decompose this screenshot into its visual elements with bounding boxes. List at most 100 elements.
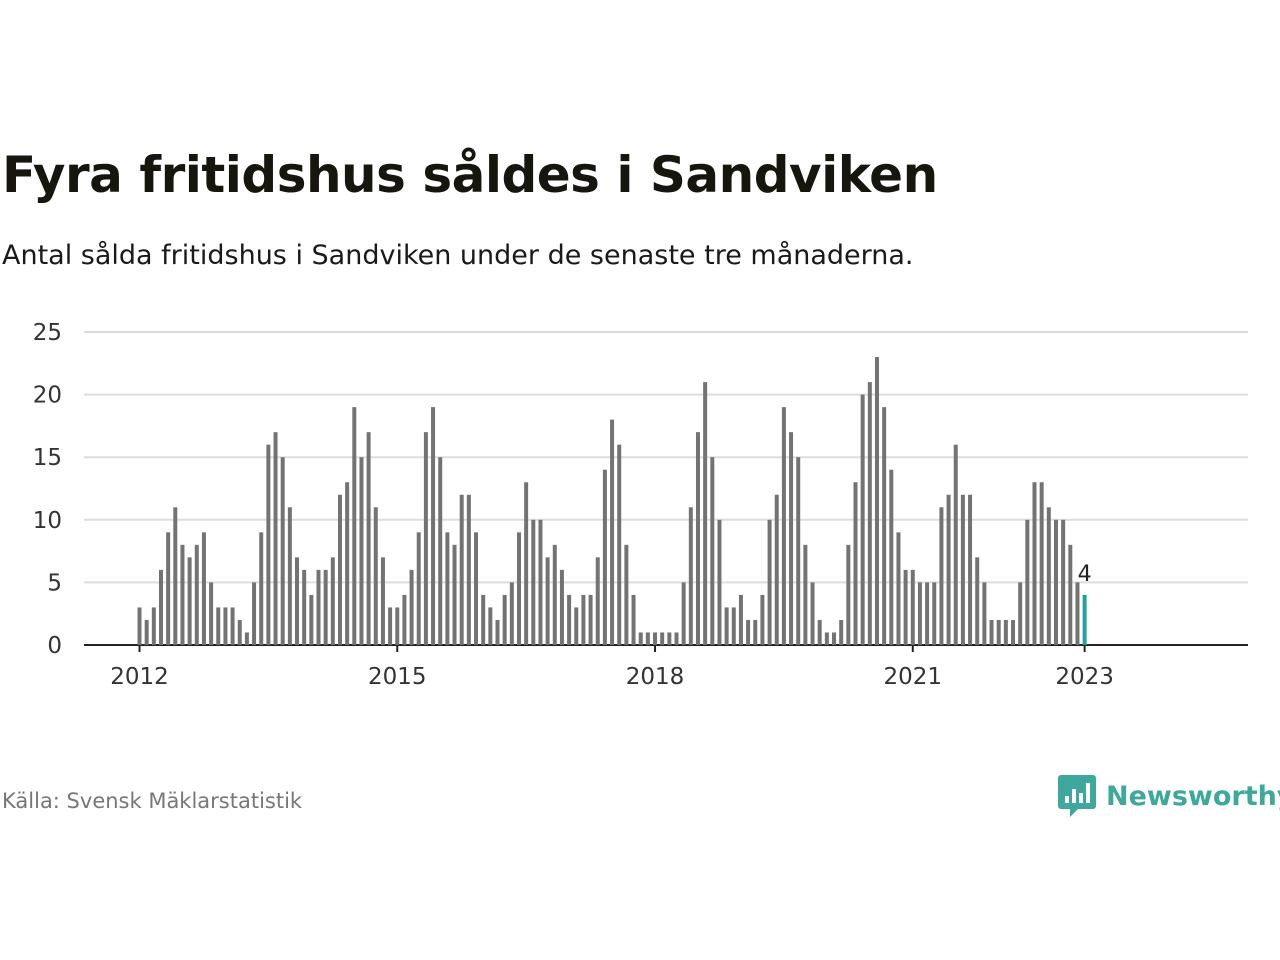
bar bbox=[230, 607, 235, 645]
bar bbox=[796, 457, 801, 645]
bar bbox=[695, 432, 700, 645]
bar bbox=[1075, 582, 1080, 645]
bar bbox=[481, 594, 486, 645]
bar bbox=[910, 569, 915, 645]
bar bbox=[173, 507, 178, 645]
bar bbox=[567, 594, 572, 645]
bar bbox=[674, 632, 679, 645]
bar bbox=[452, 544, 457, 645]
bar bbox=[953, 444, 958, 645]
bar bbox=[975, 557, 980, 645]
bar bbox=[466, 494, 471, 645]
bar bbox=[431, 407, 436, 645]
bar bbox=[810, 582, 815, 645]
x-tick-label: 2021 bbox=[884, 664, 943, 690]
bar bbox=[789, 432, 794, 645]
bar bbox=[302, 569, 307, 645]
bar bbox=[380, 557, 385, 645]
bar bbox=[724, 607, 729, 645]
bar bbox=[853, 482, 858, 645]
bar bbox=[717, 519, 722, 645]
bar bbox=[867, 382, 872, 645]
bar bbox=[753, 619, 758, 645]
bar bbox=[617, 444, 622, 645]
bar bbox=[287, 507, 292, 645]
bar bbox=[889, 469, 894, 645]
bar bbox=[1068, 544, 1073, 645]
bar bbox=[996, 619, 1001, 645]
bar bbox=[1046, 507, 1051, 645]
bar bbox=[882, 407, 887, 645]
bar bbox=[1011, 619, 1016, 645]
bar bbox=[688, 507, 693, 645]
y-tick-label: 10 bbox=[33, 508, 62, 534]
bar bbox=[817, 619, 822, 645]
bar bbox=[581, 594, 586, 645]
bar bbox=[660, 632, 665, 645]
bar bbox=[144, 619, 149, 645]
bar bbox=[574, 607, 579, 645]
grid-lines bbox=[84, 331, 1248, 652]
bar bbox=[595, 557, 600, 645]
x-tick-label: 2018 bbox=[626, 664, 685, 690]
bar bbox=[982, 582, 987, 645]
bar bbox=[767, 519, 772, 645]
bar bbox=[746, 619, 751, 645]
bar bbox=[624, 544, 629, 645]
bar bbox=[860, 394, 865, 645]
bar bbox=[1003, 619, 1008, 645]
bar bbox=[509, 582, 514, 645]
bar bbox=[839, 619, 844, 645]
y-tick-label: 15 bbox=[33, 445, 62, 471]
bar bbox=[402, 594, 407, 645]
bar bbox=[932, 582, 937, 645]
bar bbox=[925, 582, 930, 645]
bar bbox=[388, 607, 393, 645]
bar bbox=[874, 357, 879, 645]
bar bbox=[409, 569, 414, 645]
bar bbox=[373, 507, 378, 645]
bar bbox=[524, 482, 529, 645]
bar bbox=[237, 619, 242, 645]
bar bbox=[703, 382, 708, 645]
bar bbox=[631, 594, 636, 645]
bar bbox=[323, 569, 328, 645]
bar bbox=[216, 607, 221, 645]
bar bbox=[337, 494, 342, 645]
bar bbox=[502, 594, 507, 645]
bars bbox=[137, 357, 1087, 645]
bar bbox=[645, 632, 650, 645]
bar bbox=[201, 532, 206, 645]
bar bbox=[710, 457, 715, 645]
bar bbox=[516, 532, 521, 645]
x-tick-label: 2015 bbox=[368, 664, 427, 690]
bar bbox=[552, 544, 557, 645]
bar bbox=[352, 407, 357, 645]
bar bbox=[194, 544, 199, 645]
bar bbox=[960, 494, 965, 645]
bar bbox=[259, 532, 264, 645]
bar bbox=[438, 457, 443, 645]
bar bbox=[1061, 519, 1066, 645]
highlight-value-label: 4 bbox=[1078, 562, 1092, 587]
bar bbox=[588, 594, 593, 645]
brand-name: Newsworthy bbox=[1106, 780, 1280, 812]
bar bbox=[946, 494, 951, 645]
bar bbox=[846, 544, 851, 645]
bar bbox=[158, 569, 163, 645]
bar bbox=[488, 607, 493, 645]
bar bbox=[917, 582, 922, 645]
bar bbox=[968, 494, 973, 645]
bar bbox=[359, 457, 364, 645]
bar bbox=[223, 607, 228, 645]
bar bbox=[166, 532, 171, 645]
bar bbox=[681, 582, 686, 645]
bar bbox=[545, 557, 550, 645]
bar bbox=[538, 519, 543, 645]
y-tick-label: 25 bbox=[33, 320, 62, 346]
y-tick-label: 0 bbox=[47, 633, 62, 659]
bar bbox=[495, 619, 500, 645]
y-tick-label: 5 bbox=[47, 570, 62, 596]
bar bbox=[445, 532, 450, 645]
bar bbox=[939, 507, 944, 645]
